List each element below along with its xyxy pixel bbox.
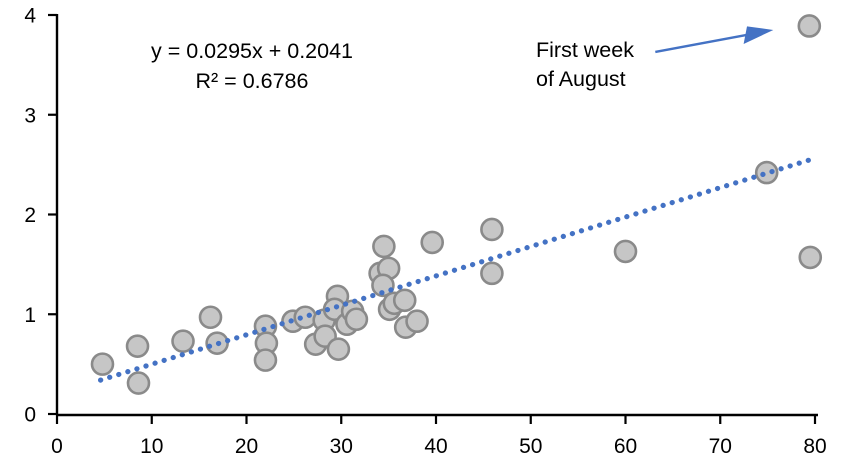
arrow-head <box>743 26 774 44</box>
data-point <box>171 329 195 353</box>
x-tick-label: 10 <box>140 435 163 458</box>
data-point <box>405 309 429 334</box>
annotation-arrow-icon <box>655 26 774 54</box>
x-tick-label: 40 <box>424 435 447 458</box>
y-tick-label: 0 <box>24 404 36 427</box>
data-point <box>326 337 351 361</box>
y-tick-label: 4 <box>24 5 36 28</box>
trendline <box>97 156 814 383</box>
data-point <box>198 305 223 330</box>
data-point <box>372 234 396 259</box>
r-squared-label: R² = 0.6786 <box>196 69 309 93</box>
data-point <box>613 239 638 264</box>
x-tick-label: 80 <box>803 435 826 458</box>
data-point <box>797 14 822 38</box>
annotation-line-1: First week <box>536 38 634 62</box>
x-tick-label: 50 <box>519 435 542 458</box>
data-point <box>344 307 369 332</box>
x-tick-label: 70 <box>709 435 732 458</box>
y-tick-label: 3 <box>24 104 36 127</box>
x-tick-label: 30 <box>330 435 353 458</box>
data-point <box>371 273 395 298</box>
data-point <box>253 348 278 372</box>
x-tick-label: 20 <box>235 435 258 458</box>
equation-label: y = 0.0295x + 0.2041 <box>151 39 353 63</box>
data-point <box>420 230 445 255</box>
data-point <box>125 334 150 358</box>
y-tick-label: 1 <box>24 304 36 327</box>
y-tick-label: 2 <box>24 204 36 227</box>
data-point <box>798 245 823 270</box>
annotation-line-2: of August <box>536 67 626 91</box>
trendline-dots <box>97 156 814 383</box>
data-point <box>754 160 779 185</box>
data-point <box>480 261 504 286</box>
data-point <box>392 288 417 313</box>
axes: 0 10 20 30 40 50 60 70 80 0 1 2 3 4 <box>24 5 826 459</box>
data-points <box>90 14 823 395</box>
arrow-shaft <box>655 33 748 54</box>
x-tick-label: 60 <box>614 435 637 458</box>
x-tick-label: 0 <box>51 435 63 458</box>
data-point <box>126 371 151 395</box>
data-point <box>480 217 504 242</box>
data-point <box>90 352 115 376</box>
